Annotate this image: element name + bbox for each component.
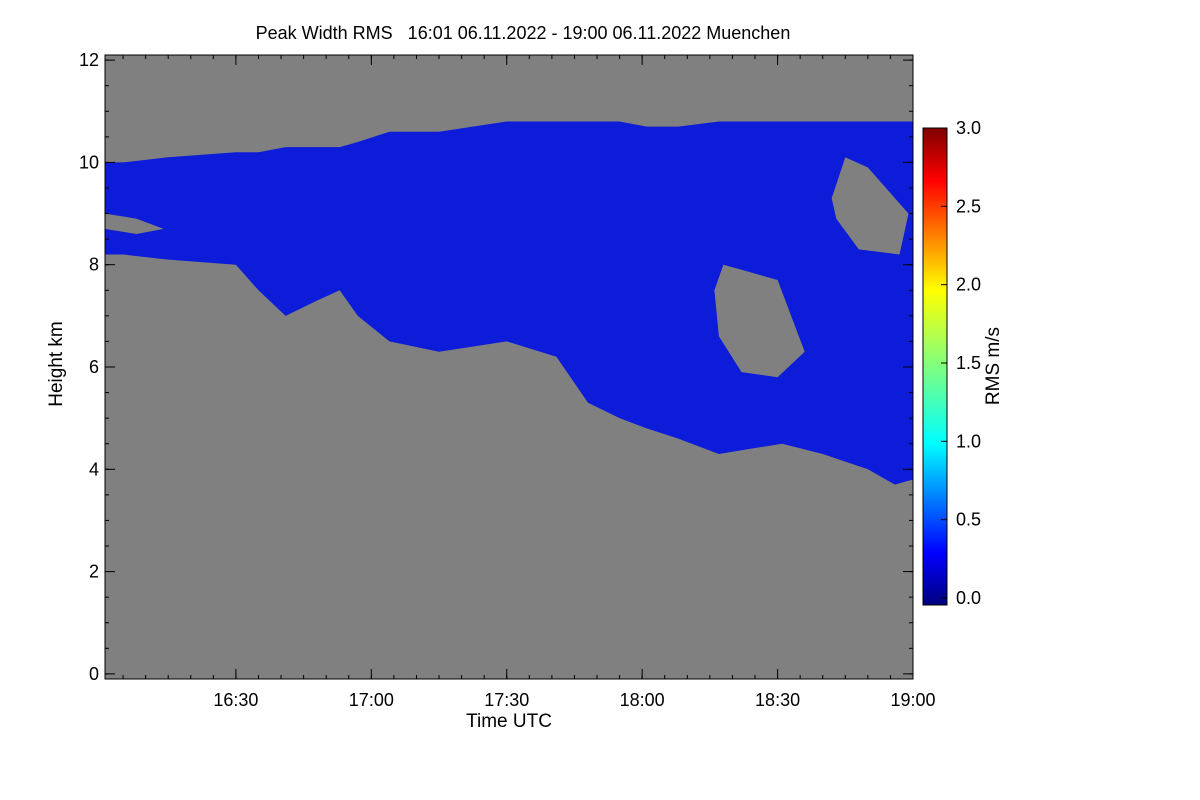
- x-tick-label: 17:30: [484, 690, 529, 710]
- y-tick-label: 8: [89, 255, 99, 275]
- y-axis: 0 2 4 6 8 10 12: [79, 50, 913, 684]
- y-tick-label: 2: [89, 562, 99, 582]
- y-tick-label: 0: [89, 664, 99, 684]
- y-axis-label: Height km: [46, 321, 67, 407]
- x-tick-label: 16:30: [213, 690, 258, 710]
- chart-title: Peak Width RMS 16:01 06.11.2022 - 19:00 …: [256, 23, 791, 43]
- y-tick-label: 4: [89, 459, 99, 479]
- colorbar-label: RMS m/s: [983, 327, 1004, 405]
- cloud-layer: [105, 121, 913, 485]
- x-tick-label: 18:30: [755, 690, 800, 710]
- colorbar-ticks: 0.0 0.5 1.0 1.5 2.0 2.5 3.0: [941, 118, 981, 608]
- colorbar-tick-label: 1.0: [956, 431, 981, 451]
- colorbar-tick-label: 0.5: [956, 510, 981, 530]
- x-axis: 16:30 17:00 17:30 18:00 18:30 19:00: [122, 55, 936, 710]
- colorbar-tick-label: 0.0: [956, 588, 981, 608]
- clear-gap: [831, 157, 909, 255]
- colorbar-tick-label: 2.0: [956, 275, 981, 295]
- clear-gap: [105, 213, 164, 234]
- colorbar: [922, 127, 948, 606]
- colorbar-tick-label: 1.5: [956, 353, 981, 373]
- colorbar-tick-label: 3.0: [956, 118, 981, 138]
- x-tick-label: 19:00: [890, 690, 935, 710]
- y-tick-label: 10: [79, 152, 99, 172]
- x-tick-label: 18:00: [620, 690, 665, 710]
- x-tick-label: 17:00: [349, 690, 394, 710]
- y-tick-label: 12: [79, 50, 99, 70]
- y-tick-label: 6: [89, 357, 99, 377]
- colorbar-tick-label: 2.5: [956, 196, 981, 216]
- cloud-region: [105, 121, 913, 485]
- clear-gap: [714, 264, 805, 378]
- x-axis-label: Time UTC: [466, 711, 552, 732]
